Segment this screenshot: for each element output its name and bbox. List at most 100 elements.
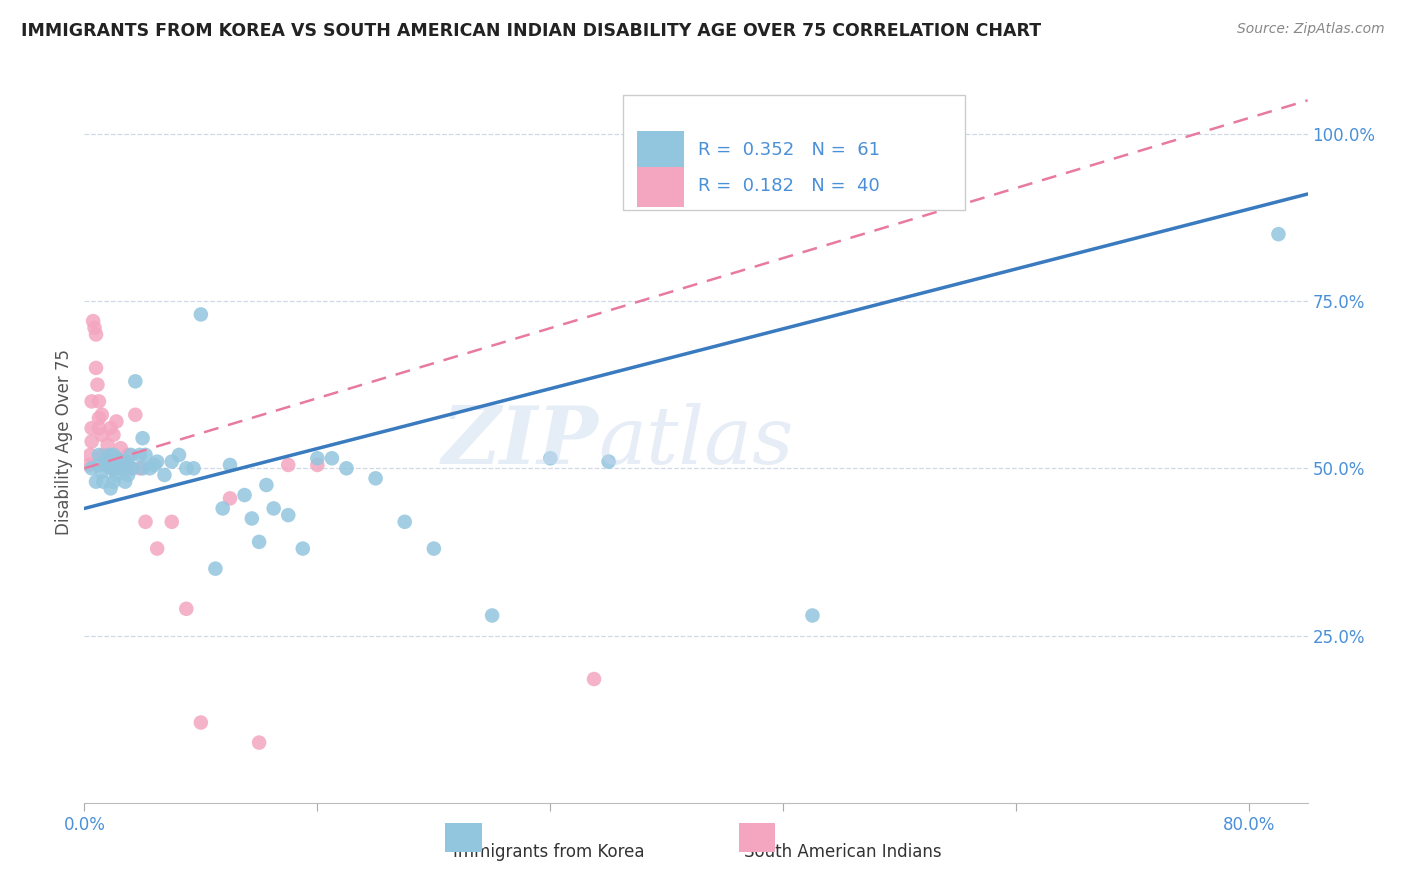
Point <box>112 461 135 475</box>
Point <box>100 458 122 472</box>
Point <box>117 448 139 462</box>
Point <box>103 461 125 475</box>
Point <box>128 461 150 475</box>
Text: South American Indians: South American Indians <box>744 843 942 861</box>
Point <box>143 458 166 472</box>
Point <box>107 458 129 472</box>
Point <box>110 455 132 469</box>
Point <box>135 448 157 462</box>
Point <box>801 608 824 623</box>
Point <box>153 467 176 482</box>
Text: atlas: atlas <box>598 403 793 480</box>
Point <box>82 314 104 328</box>
Point <box>240 511 263 525</box>
Point <box>307 451 329 466</box>
Point <box>86 377 108 392</box>
Point <box>423 541 446 556</box>
Point <box>80 394 103 409</box>
Point <box>96 458 118 472</box>
Point <box>394 515 416 529</box>
Point <box>90 465 112 479</box>
Point <box>110 461 132 475</box>
Point <box>96 451 118 466</box>
Point <box>121 461 143 475</box>
Point <box>247 534 270 549</box>
Point <box>103 458 125 472</box>
Point <box>598 455 620 469</box>
Point <box>211 501 233 516</box>
Point <box>1267 227 1289 242</box>
Point <box>114 455 136 469</box>
Y-axis label: Disability Age Over 75: Disability Age Over 75 <box>55 349 73 534</box>
Point <box>124 408 146 422</box>
Point <box>91 448 114 462</box>
Point <box>84 475 107 489</box>
Point <box>131 431 153 445</box>
Point <box>120 461 142 475</box>
Point <box>146 541 169 556</box>
Point <box>97 438 120 452</box>
Point <box>105 414 128 429</box>
Point <box>124 375 146 389</box>
Point <box>139 461 162 475</box>
Point <box>174 602 197 616</box>
Point <box>254 478 277 492</box>
Point <box>277 458 299 472</box>
Point <box>204 562 226 576</box>
Point <box>291 541 314 556</box>
FancyBboxPatch shape <box>623 95 965 211</box>
Point <box>105 451 128 466</box>
Point <box>160 515 183 529</box>
Point <box>87 458 110 472</box>
Point <box>83 321 105 335</box>
Text: Source: ZipAtlas.com: Source: ZipAtlas.com <box>1237 22 1385 37</box>
Point <box>364 471 387 485</box>
Text: R =  0.352   N =  61: R = 0.352 N = 61 <box>699 141 880 160</box>
Point <box>80 421 103 435</box>
Point <box>103 427 125 442</box>
Point <box>135 515 157 529</box>
Point <box>103 448 125 462</box>
Bar <box>738 823 776 852</box>
Point <box>219 491 242 506</box>
Point <box>84 327 107 342</box>
Bar <box>637 167 683 207</box>
Point <box>100 461 122 475</box>
Point <box>80 461 103 475</box>
Text: R =  0.182   N =  40: R = 0.182 N = 40 <box>699 178 880 195</box>
Point <box>96 458 118 472</box>
Point <box>183 461 205 475</box>
Point <box>307 458 329 472</box>
Point <box>174 461 197 475</box>
Text: Immigrants from Korea: Immigrants from Korea <box>453 843 645 861</box>
Point <box>481 608 503 623</box>
Point <box>84 361 107 376</box>
Bar <box>637 131 683 170</box>
Point <box>96 455 118 469</box>
Point <box>87 421 110 435</box>
Point <box>263 501 285 516</box>
Point <box>90 427 112 442</box>
Point <box>167 448 190 462</box>
Point <box>117 467 139 482</box>
Bar <box>446 823 482 852</box>
Point <box>87 411 110 425</box>
Point <box>277 508 299 523</box>
Point <box>117 458 139 472</box>
Point <box>91 475 114 489</box>
Point <box>87 448 110 462</box>
Point <box>321 451 343 466</box>
Point <box>233 488 256 502</box>
Point <box>77 458 100 472</box>
Point <box>100 482 122 496</box>
Point <box>114 475 136 489</box>
Text: ZIP: ZIP <box>441 403 598 480</box>
Point <box>103 475 125 489</box>
Point <box>110 442 132 455</box>
Point <box>190 715 212 730</box>
Point <box>538 451 561 466</box>
Point <box>247 735 270 749</box>
Point <box>79 448 101 462</box>
Point <box>100 421 122 435</box>
Point <box>80 434 103 449</box>
